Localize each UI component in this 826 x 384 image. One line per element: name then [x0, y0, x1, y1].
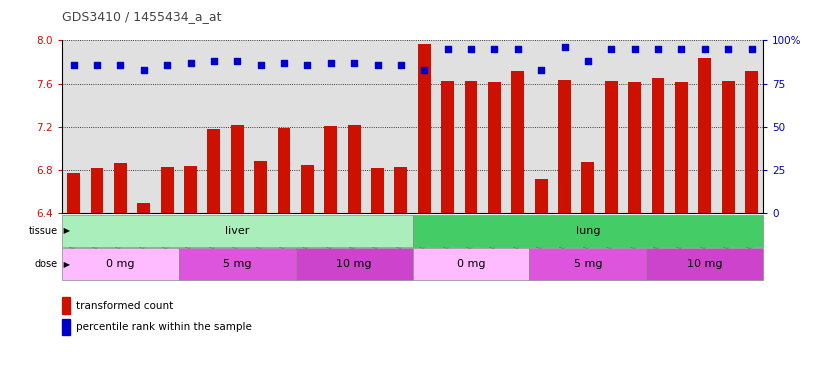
Point: [418, 67, 431, 73]
Text: 0 mg: 0 mg: [106, 259, 135, 269]
Point: [698, 46, 711, 52]
Point: [90, 61, 103, 68]
Point: [558, 44, 571, 50]
Bar: [441, 81, 454, 213]
Text: 10 mg: 10 mg: [336, 259, 372, 269]
Bar: [296, 248, 413, 280]
Bar: [254, 161, 267, 213]
Bar: [675, 83, 688, 213]
Point: [511, 46, 525, 52]
Point: [114, 61, 127, 68]
Text: transformed count: transformed count: [76, 301, 173, 311]
Bar: [534, 179, 548, 213]
Point: [488, 46, 501, 52]
Point: [184, 60, 197, 66]
Point: [675, 46, 688, 52]
Bar: [647, 248, 763, 280]
Bar: [91, 168, 103, 213]
Bar: [722, 81, 734, 213]
Point: [254, 61, 268, 68]
Text: dose: dose: [35, 259, 58, 269]
Bar: [511, 71, 525, 213]
Bar: [418, 43, 430, 213]
Point: [464, 46, 477, 52]
Bar: [62, 215, 412, 247]
Point: [394, 61, 407, 68]
Bar: [137, 204, 150, 213]
Bar: [67, 173, 80, 213]
Bar: [301, 164, 314, 213]
Point: [371, 61, 384, 68]
Text: ▶: ▶: [61, 260, 70, 269]
Bar: [278, 128, 291, 213]
Point: [582, 58, 595, 64]
Bar: [745, 71, 758, 213]
Bar: [184, 166, 197, 213]
Point: [230, 58, 244, 64]
Bar: [652, 78, 664, 213]
Point: [534, 67, 548, 73]
Point: [160, 61, 173, 68]
Text: GDS3410 / 1455434_a_at: GDS3410 / 1455434_a_at: [62, 10, 221, 23]
Text: percentile rank within the sample: percentile rank within the sample: [76, 322, 252, 332]
Point: [628, 46, 641, 52]
Point: [278, 60, 291, 66]
Bar: [558, 80, 571, 213]
Text: 10 mg: 10 mg: [687, 259, 723, 269]
Bar: [114, 164, 127, 213]
Point: [137, 67, 150, 73]
Bar: [161, 167, 173, 213]
Point: [324, 60, 337, 66]
Bar: [62, 298, 70, 314]
Point: [652, 46, 665, 52]
Text: 5 mg: 5 mg: [223, 259, 252, 269]
Bar: [348, 124, 361, 213]
Bar: [488, 83, 501, 213]
Bar: [629, 83, 641, 213]
Bar: [207, 129, 221, 213]
Bar: [325, 126, 337, 213]
Bar: [371, 168, 384, 213]
Bar: [412, 248, 529, 280]
Text: lung: lung: [576, 226, 601, 236]
Text: tissue: tissue: [29, 226, 58, 236]
Bar: [412, 215, 763, 247]
Bar: [178, 248, 296, 280]
Bar: [698, 58, 711, 213]
Point: [348, 60, 361, 66]
Point: [207, 58, 221, 64]
Bar: [395, 167, 407, 213]
Bar: [464, 81, 477, 213]
Bar: [605, 81, 618, 213]
Bar: [582, 162, 595, 213]
Bar: [230, 124, 244, 213]
Bar: [529, 248, 647, 280]
Point: [67, 61, 80, 68]
Text: 0 mg: 0 mg: [457, 259, 486, 269]
Text: ▶: ▶: [61, 226, 70, 235]
Point: [441, 46, 454, 52]
Bar: [62, 248, 178, 280]
Bar: [62, 319, 70, 335]
Point: [745, 46, 758, 52]
Point: [605, 46, 618, 52]
Text: 5 mg: 5 mg: [573, 259, 602, 269]
Point: [722, 46, 735, 52]
Text: liver: liver: [225, 226, 249, 236]
Point: [301, 61, 314, 68]
